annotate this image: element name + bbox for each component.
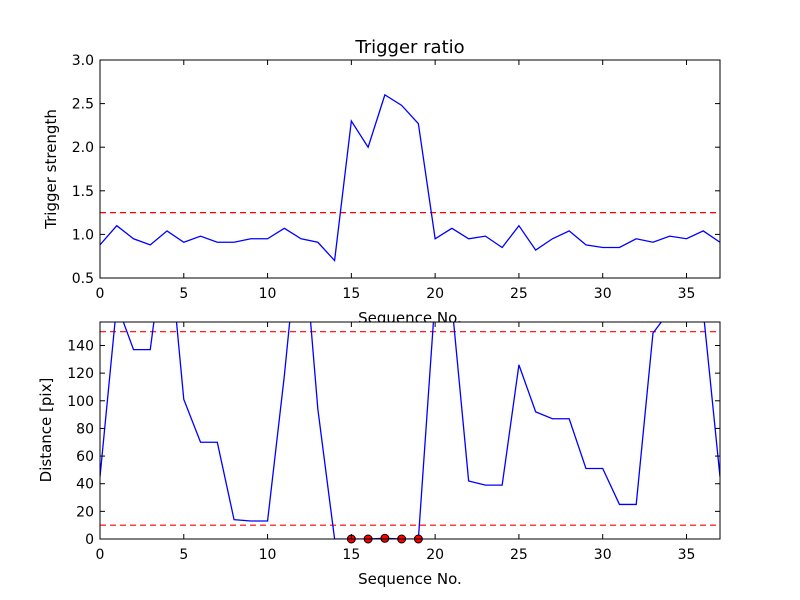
y-tick-label: 40: [76, 477, 94, 493]
series-line: [100, 93, 720, 263]
x-tick-label: 35: [678, 286, 696, 302]
plot-frame: [99, 321, 721, 540]
y-axis-label: Trigger strength: [42, 109, 60, 230]
x-tick-label: 20: [426, 286, 444, 302]
x-tick-label: 15: [342, 286, 360, 302]
x-tick-label: 25: [510, 286, 528, 302]
x-tick-label: 25: [510, 547, 528, 563]
y-tick-label: 0.5: [72, 271, 94, 287]
y-tick-label: 1.0: [72, 227, 94, 243]
y-tick-label: 120: [67, 366, 94, 382]
x-tick-label: 0: [96, 547, 105, 563]
x-tick-label: 30: [594, 547, 612, 563]
y-tick-label: 3.0: [72, 53, 94, 69]
trigger-ratio-chart: 0 5 10 15 20 25 30 35 0.5 1.0 1.5 2.0 2.5 3.0 Trigger…: [42, 37, 721, 327]
y-axis-label: Distance [pix]: [37, 378, 55, 483]
x-tick-label: 15: [342, 547, 360, 563]
y-tick-label: 80: [76, 421, 94, 437]
plot-frame: [99, 59, 721, 279]
x-tick-label: 10: [259, 286, 277, 302]
x-tick-label: 0: [96, 286, 105, 302]
x-tick-label: 30: [594, 286, 612, 302]
distance-chart: 0 5 10 15 20 25 30 35 0 20 40 60 80 100 120 140 Sequenc…: [37, 321, 721, 588]
x-tick-label: 10: [259, 547, 277, 563]
y-tick-label: 100: [67, 394, 94, 410]
x-tick-label: 20: [426, 547, 444, 563]
y-tick-label: 140: [67, 338, 94, 354]
marker-point: [380, 533, 390, 543]
y-tick-label: 2.5: [72, 97, 94, 113]
y-tick-label: 1.5: [72, 184, 94, 200]
chart-title: Trigger ratio: [354, 37, 464, 58]
plot-area: [100, 322, 720, 539]
x-tick-label: 35: [678, 547, 696, 563]
y-tick-label: 2.0: [72, 140, 94, 156]
y-tick-label: 0: [85, 532, 94, 548]
x-tick-label: 5: [179, 547, 188, 563]
y-tick-label: 20: [76, 504, 94, 520]
y-tick-label: 60: [76, 449, 94, 465]
plot-area: [100, 60, 720, 278]
x-axis-label: Sequence No.: [358, 570, 462, 588]
x-tick-label: 5: [179, 286, 188, 302]
series-line: [100, 322, 720, 539]
